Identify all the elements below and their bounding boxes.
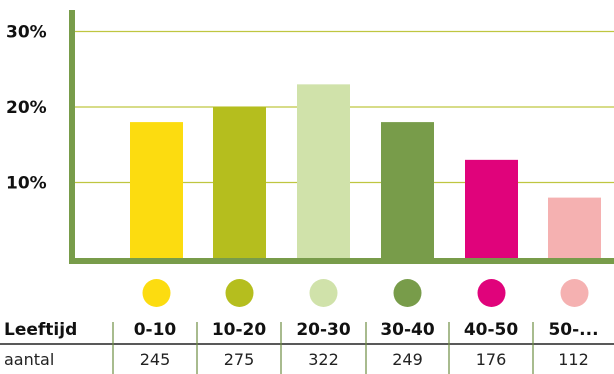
table-count-value: 176 [476, 350, 507, 369]
table-count-value: 322 [308, 350, 339, 369]
y-tick-label: 30% [6, 23, 47, 43]
legend-dots [142, 279, 589, 307]
table-count-value: 245 [140, 350, 171, 369]
bar-0-10 [130, 122, 183, 258]
bar-50-... [548, 197, 601, 258]
bar-40-50 [465, 159, 518, 258]
legend-dot-40-50 [477, 279, 506, 307]
x-axis-line [69, 258, 614, 264]
table-count-value: 249 [392, 350, 423, 369]
table-category-label: 0-10 [134, 320, 177, 340]
axes [69, 10, 614, 264]
y-tick-labels: 10% 20% 30% [6, 23, 47, 194]
legend-dot-0-10 [142, 279, 171, 307]
bar-30-40 [381, 122, 434, 258]
table-category-label: 50-... [548, 320, 598, 340]
y-tick-label: 20% [6, 98, 47, 118]
legend-dot-10-20 [225, 279, 254, 307]
table-header-label: Leeftijd [4, 320, 77, 340]
table-category-label: 40-50 [464, 320, 519, 340]
table-count-value: 275 [224, 350, 255, 369]
table-count-label: aantal [4, 350, 54, 369]
bars [130, 84, 601, 258]
table-category-label: 20-30 [296, 320, 351, 340]
legend-dot-30-40 [393, 279, 422, 307]
legend-dot-20-30 [309, 279, 338, 307]
bar-10-20 [213, 107, 266, 258]
table-category-label: 30-40 [380, 320, 435, 340]
data-table: Leeftijd aantal 0-10 245 10-20 275 20-30 322 3… [0, 320, 614, 374]
y-tick-label: 10% [6, 174, 47, 194]
table-category-label: 10-20 [212, 320, 267, 340]
y-axis-line [69, 10, 75, 263]
legend-dot-50-... [560, 279, 589, 307]
bar-20-30 [297, 84, 350, 258]
table-count-value: 112 [558, 350, 589, 369]
